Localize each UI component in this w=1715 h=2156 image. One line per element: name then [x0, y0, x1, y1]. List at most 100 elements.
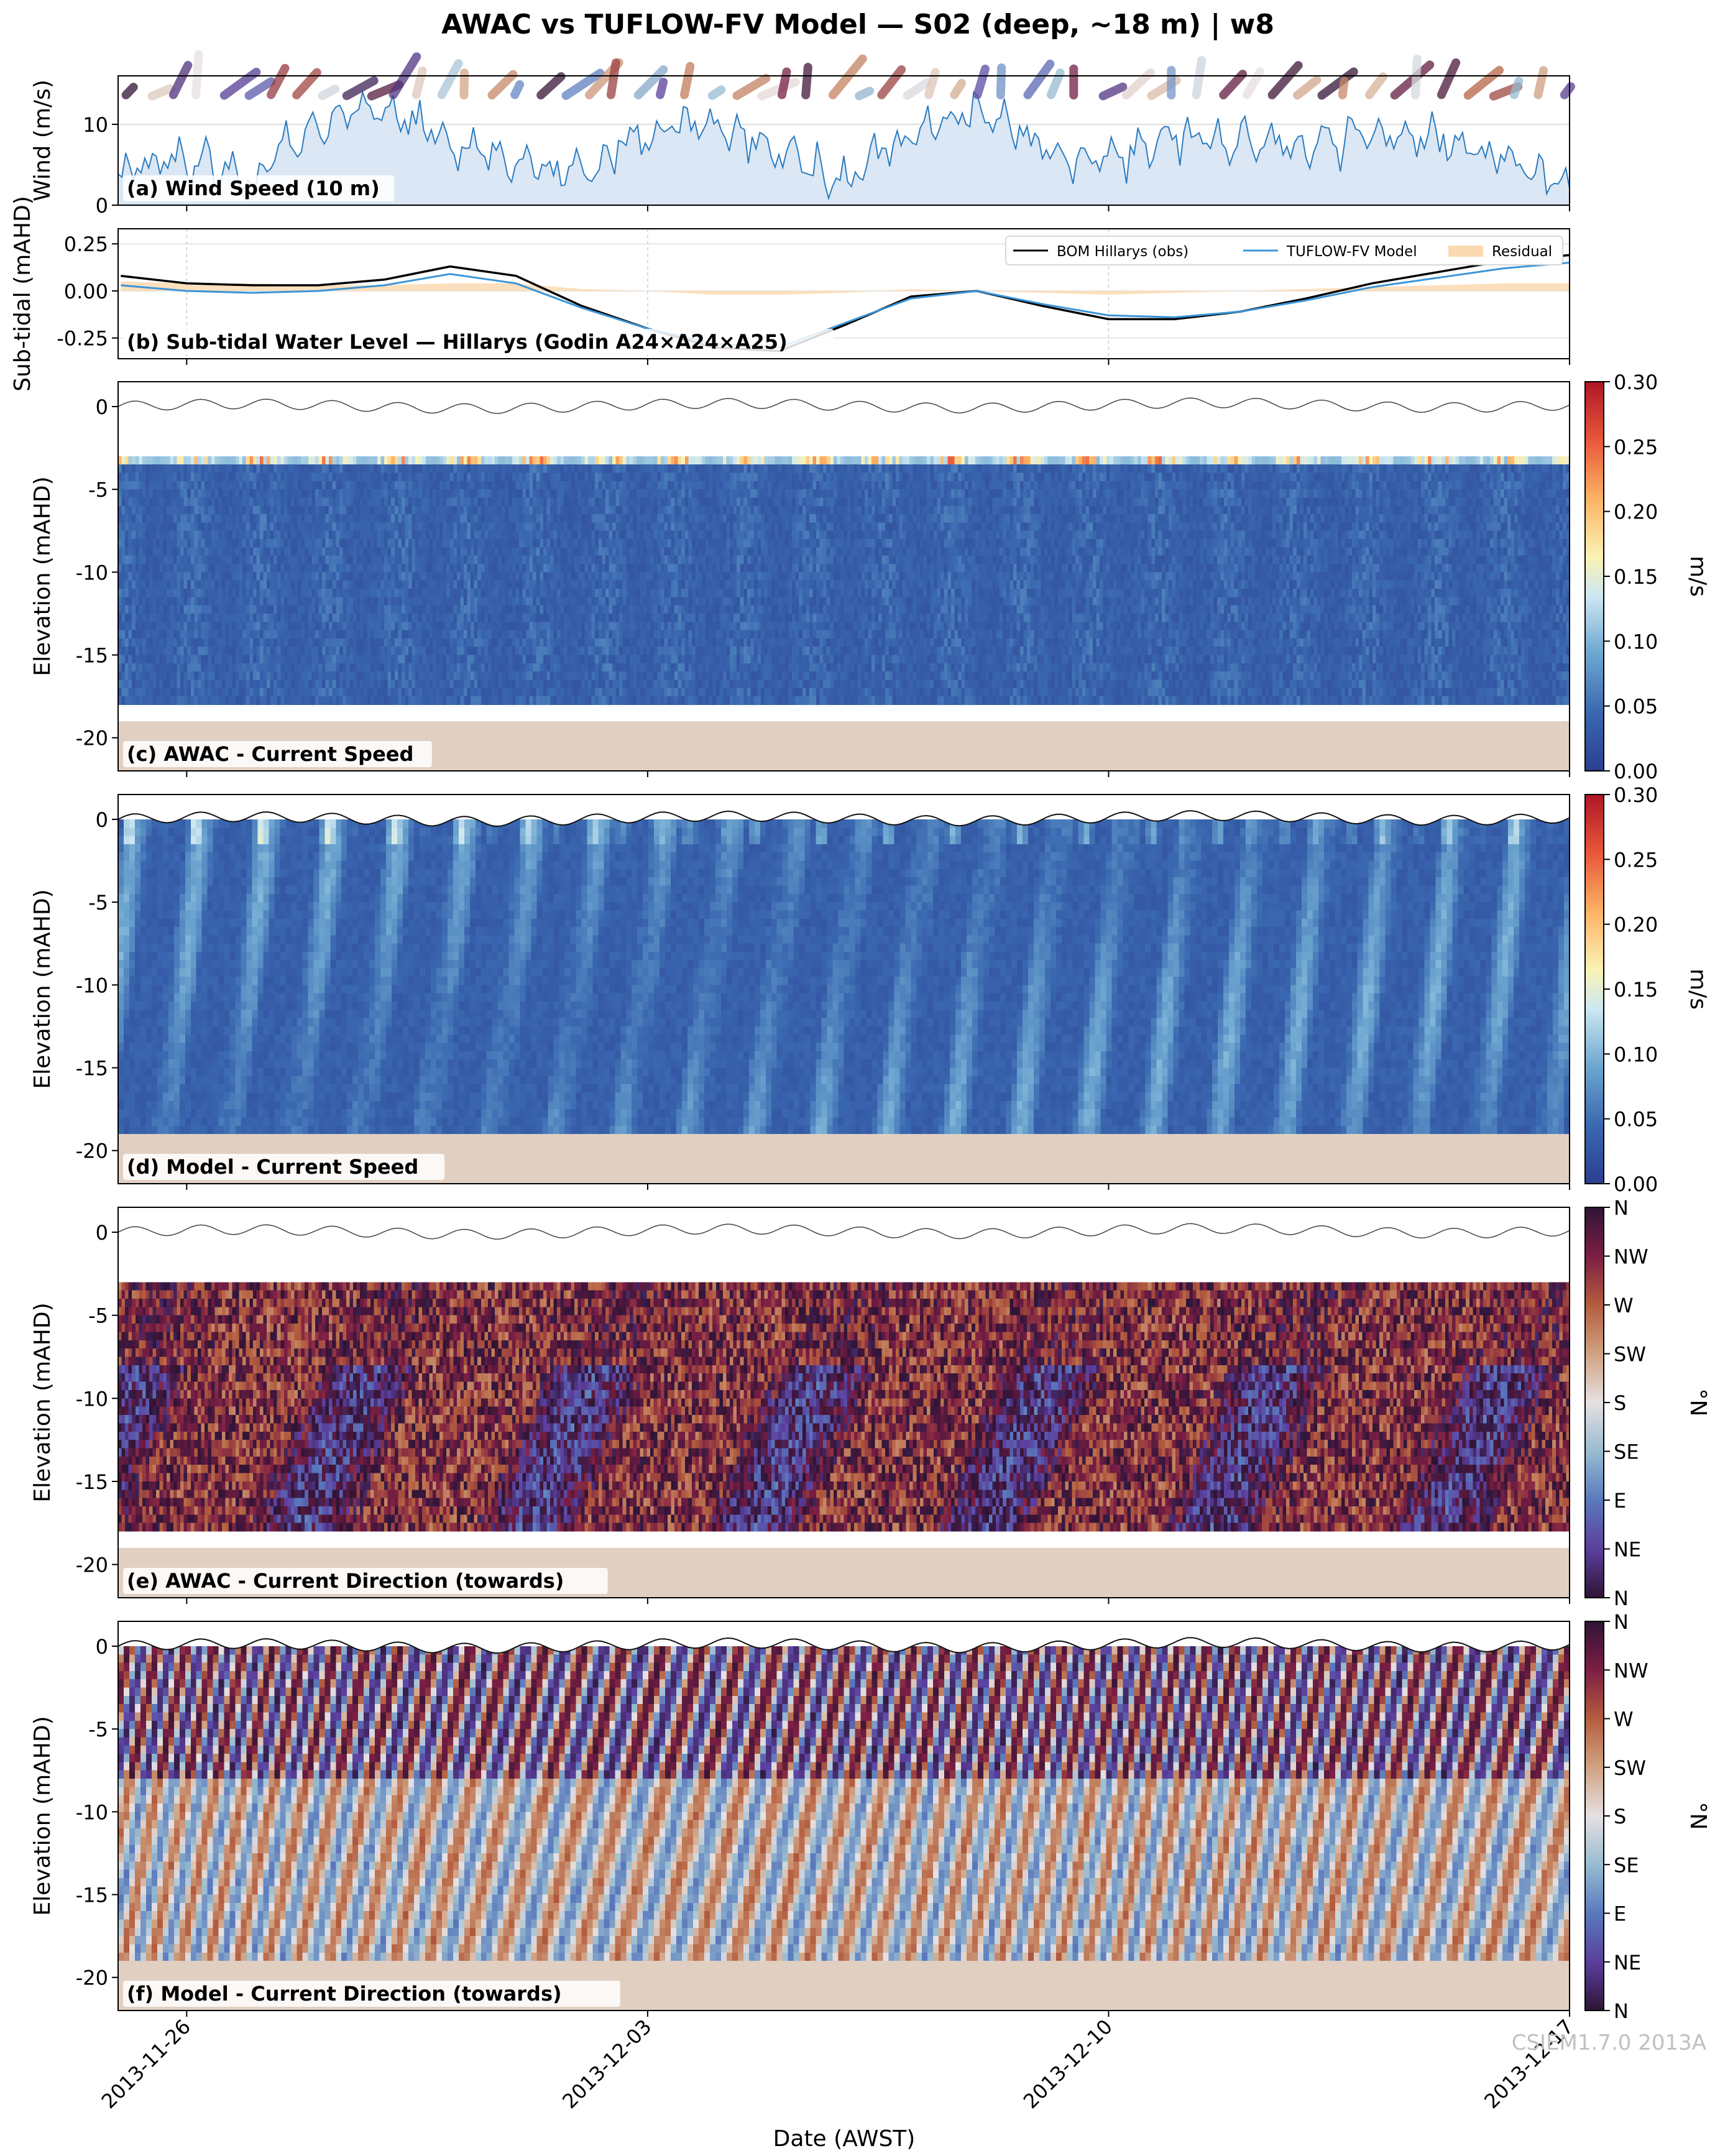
- heatmap-cell: [588, 680, 592, 689]
- heatmap-cell: [571, 680, 575, 689]
- heatmap-cell: [325, 497, 329, 507]
- heatmap-cell: [494, 522, 499, 532]
- heatmap-cell: [598, 680, 602, 689]
- heatmap-cell: [477, 489, 482, 499]
- heatmap-cell: [660, 564, 665, 573]
- heatmap-cell: [218, 580, 223, 589]
- heatmap-cell: [384, 514, 389, 523]
- heatmap-cell: [135, 514, 139, 523]
- heatmap-cell: [449, 580, 454, 589]
- heatmap-cell: [267, 547, 271, 556]
- heatmap-cell: [674, 680, 679, 689]
- heatmap-cell: [560, 688, 564, 697]
- heatmap-cell: [301, 497, 305, 507]
- heatmap-cell: [177, 514, 181, 523]
- heatmap-cell: [581, 497, 586, 507]
- heatmap-cell: [678, 464, 682, 474]
- heatmap-cell: [177, 530, 181, 540]
- heatmap-cell: [571, 497, 575, 507]
- heatmap-cell: [118, 588, 122, 597]
- heatmap-cell: [194, 572, 198, 581]
- heatmap-cell: [577, 663, 582, 672]
- heatmap-cell: [187, 655, 191, 664]
- heatmap-cell: [170, 539, 174, 548]
- heatmap-cell: [540, 481, 544, 490]
- heatmap-cell: [471, 688, 475, 697]
- heatmap-cell: [183, 564, 188, 573]
- heatmap-cell: [449, 489, 454, 499]
- heatmap-cell: [249, 680, 254, 689]
- heatmap-cell: [526, 522, 530, 532]
- heatmap-cell: [346, 555, 351, 564]
- heatmap-cell: [239, 481, 243, 490]
- heatmap-cell: [422, 613, 426, 622]
- heatmap-cell: [301, 696, 305, 706]
- heatmap-cell: [602, 514, 606, 523]
- heatmap-cell: [332, 472, 336, 482]
- heatmap-cell: [591, 688, 595, 697]
- heatmap-cell: [605, 555, 610, 564]
- heatmap-cell: [315, 497, 320, 507]
- heatmap-cell: [453, 630, 457, 639]
- heatmap-cell: [609, 597, 613, 606]
- heatmap-cell: [602, 547, 606, 556]
- heatmap-cell: [605, 680, 610, 689]
- heatmap-cell: [443, 622, 447, 631]
- heatmap-cell: [360, 505, 364, 515]
- heatmap-cell: [118, 613, 122, 622]
- heatmap-cell: [125, 522, 129, 532]
- heatmap-cell: [650, 588, 655, 597]
- heatmap-cell: [471, 663, 475, 672]
- heatmap-cell: [522, 472, 526, 482]
- heatmap-cell: [602, 530, 606, 540]
- heatmap-cell: [533, 456, 537, 465]
- heatmap-cell: [498, 497, 502, 507]
- heatmap-cell: [325, 572, 329, 581]
- heatmap-cell: [398, 481, 402, 490]
- heatmap-cell: [387, 638, 392, 647]
- heatmap-cell: [346, 547, 351, 556]
- heatmap-cell: [418, 456, 423, 465]
- heatmap-cell: [505, 696, 509, 706]
- heatmap-cell: [449, 696, 454, 706]
- heatmap-cell: [177, 472, 181, 482]
- heatmap-cell: [249, 514, 254, 523]
- heatmap-cell: [622, 597, 627, 606]
- heatmap-cell: [439, 547, 444, 556]
- heatmap-cell: [646, 489, 651, 499]
- heatmap-cell: [456, 547, 461, 556]
- heatmap-cell: [553, 489, 558, 499]
- heatmap-cell: [422, 522, 426, 532]
- heatmap-cell: [166, 622, 170, 631]
- heatmap-cell: [474, 638, 478, 647]
- heatmap-cell: [405, 522, 409, 532]
- heatmap-cell: [263, 530, 267, 540]
- heatmap-cell: [277, 580, 281, 589]
- heatmap-cell: [415, 564, 420, 573]
- heatmap-cell: [346, 630, 351, 639]
- heatmap-cell: [225, 588, 229, 597]
- heatmap-cell: [214, 597, 219, 606]
- heatmap-cell: [218, 647, 223, 656]
- heatmap-cell: [540, 530, 544, 540]
- heatmap-cell: [377, 696, 382, 706]
- heatmap-cell: [633, 547, 637, 556]
- heatmap-cell: [339, 564, 343, 573]
- heatmap-cell: [609, 464, 613, 474]
- heatmap-cell: [467, 564, 471, 573]
- heatmap-cell: [180, 522, 185, 532]
- heatmap-cell: [274, 605, 278, 614]
- heatmap-cell: [336, 688, 340, 697]
- heatmap-cell: [674, 530, 679, 540]
- heatmap-cell: [533, 622, 537, 631]
- heatmap-cell: [121, 464, 126, 474]
- heatmap-cell: [508, 522, 513, 532]
- heatmap-cell: [633, 572, 637, 581]
- heatmap-cell: [494, 605, 499, 614]
- heatmap-cell: [640, 572, 644, 581]
- heatmap-cell: [329, 505, 333, 515]
- heatmap-cell: [287, 481, 292, 490]
- heatmap-cell: [443, 630, 447, 639]
- heatmap-cell: [678, 555, 682, 564]
- heatmap-cell: [522, 505, 526, 515]
